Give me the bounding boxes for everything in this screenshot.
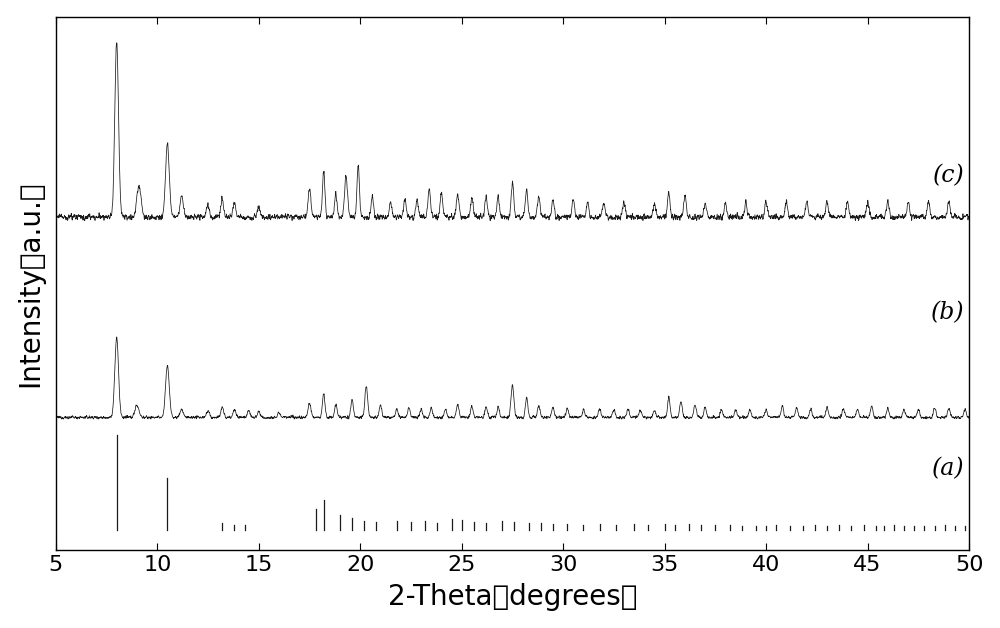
X-axis label: 2-Theta（degrees）: 2-Theta（degrees） — [388, 583, 637, 611]
Text: (c): (c) — [933, 165, 965, 187]
Y-axis label: Intensity（a.u.）: Intensity（a.u.） — [17, 180, 45, 387]
Text: (a): (a) — [932, 457, 965, 480]
Text: (b): (b) — [931, 301, 965, 323]
